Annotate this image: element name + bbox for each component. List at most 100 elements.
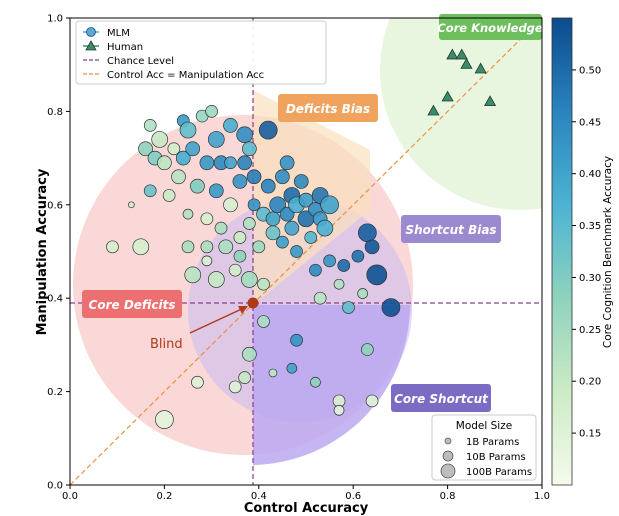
mlm-point	[265, 225, 281, 241]
legend-human-marker	[85, 40, 97, 51]
mlm-point	[218, 239, 234, 255]
x-tick-label: 0.8	[440, 491, 456, 502]
y-tick-label: 0.4	[47, 294, 63, 305]
blind-arrow	[189, 306, 247, 334]
mlm-point	[143, 184, 157, 198]
size-legend: Model Size 1B Params 10B Params 100B Par…	[431, 414, 537, 481]
mlm-point	[138, 141, 153, 157]
mlm-point	[132, 238, 150, 256]
legend-diagonal-label: Control Acc = Manipulation Acc	[107, 70, 264, 81]
mlm-point	[167, 142, 181, 156]
mlm-point	[351, 249, 365, 263]
colorbar: 0.15 0.20 0.25 0.30 0.35 0.40 0.45 0.50 Core Co…	[551, 17, 614, 486]
mlm-point	[366, 264, 388, 286]
mlm-point	[247, 198, 261, 212]
x-ticks: 0.0 0.2 0.4 0.6 0.8 1.0	[62, 485, 550, 502]
mlm-point	[184, 266, 202, 284]
points-layer	[106, 48, 497, 429]
y-tick-label: 0.6	[47, 200, 63, 211]
mlm-point	[223, 197, 238, 213]
mlm-point	[238, 371, 251, 384]
legend-human-label: Human	[107, 42, 143, 53]
colorbar-ticks: 0.15 0.20 0.25 0.30 0.35 0.40 0.45 0.50	[572, 65, 601, 440]
mlm-point	[290, 333, 303, 347]
mlm-point	[260, 178, 276, 194]
mlm-point	[246, 169, 262, 185]
mlm-point	[228, 263, 242, 277]
size-legend-title: Model Size	[456, 420, 512, 432]
mlm-point	[258, 120, 278, 140]
core-shortcut-text: Core Shortcut	[394, 392, 489, 406]
mlm-point	[276, 235, 289, 249]
colorbar-tick-label: 0.30	[579, 273, 601, 284]
x-axis-title: Control Accuracy	[244, 501, 369, 516]
mlm-point	[200, 240, 214, 254]
label-deficits-bias: Deficits Bias	[278, 94, 378, 122]
mlm-point	[236, 126, 253, 144]
core-shortcut-region	[253, 305, 410, 465]
mlm-point	[171, 169, 186, 185]
mlm-point	[275, 169, 290, 185]
label-shortcut-bias: Shortcut Bias	[401, 215, 501, 243]
blind-arrowhead	[238, 306, 248, 314]
y-tick-label: 1.0	[47, 14, 63, 25]
mlm-point	[242, 346, 257, 362]
mlm-point	[342, 301, 355, 314]
y-axis-title: Manipulation Accuracy	[35, 168, 50, 335]
mlm-point	[284, 220, 300, 236]
x-tick-label: 0.0	[62, 491, 78, 502]
mlm-point	[337, 259, 351, 272]
mlm-point	[237, 155, 252, 171]
mlm-point	[361, 343, 374, 356]
mlm-point	[207, 271, 225, 288]
shortcut-bias-text: Shortcut Bias	[405, 223, 496, 237]
mlm-point	[175, 150, 191, 166]
size-legend-label-1b: 1B Params	[466, 437, 519, 448]
legend: MLM Human Chance Level Control Acc = Man…	[75, 20, 327, 85]
mlm-point	[279, 155, 295, 171]
x-tick-label: 1.0	[534, 491, 550, 502]
mlm-point	[333, 278, 345, 290]
mlm-point	[224, 156, 237, 170]
mlm-point	[205, 105, 218, 118]
size-legend-label-10b: 10B Params	[466, 452, 526, 463]
legend-chance-label: Chance Level	[107, 56, 174, 67]
label-core-shortcut: Core Shortcut	[391, 384, 491, 412]
mlm-point	[157, 155, 172, 171]
mlm-point	[333, 404, 345, 416]
blind-label: Blind	[150, 337, 183, 352]
label-core-deficits: Core Deficits	[82, 290, 182, 318]
blind-point	[247, 297, 259, 309]
human-point	[474, 62, 487, 74]
y-tick-label: 0.2	[47, 387, 63, 398]
x-tick-label: 0.4	[251, 491, 267, 502]
size-legend-marker-100b	[440, 463, 456, 479]
mlm-point	[190, 178, 205, 194]
mlm-point	[365, 394, 379, 408]
mlm-point	[357, 288, 368, 299]
colorbar-tick-label: 0.50	[579, 65, 601, 76]
colorbar-tick-label: 0.25	[579, 325, 601, 336]
size-legend-marker-1b	[444, 437, 452, 445]
mlm-point	[252, 240, 266, 254]
mlm-point	[316, 219, 334, 237]
mlm-point	[265, 211, 281, 227]
mlm-point	[223, 118, 238, 133]
mlm-point	[182, 208, 194, 220]
mlm-point	[201, 255, 213, 267]
colorbar-gradient	[551, 17, 573, 486]
legend-mlm-marker	[86, 27, 96, 37]
mlm-point	[257, 277, 270, 291]
mlm-point	[181, 240, 195, 254]
colorbar-tick-label: 0.20	[579, 377, 601, 388]
mlm-point	[155, 410, 174, 429]
size-legend-marker-10b	[442, 450, 454, 462]
mlm-point	[269, 196, 287, 214]
core-deficits-text: Core Deficits	[89, 298, 176, 312]
diagonal-line	[69, 17, 543, 486]
mlm-point	[304, 231, 318, 244]
legend-mlm-label: MLM	[107, 28, 130, 39]
mlm-point	[313, 291, 327, 305]
size-legend-label-100b: 100B Params	[466, 467, 532, 478]
